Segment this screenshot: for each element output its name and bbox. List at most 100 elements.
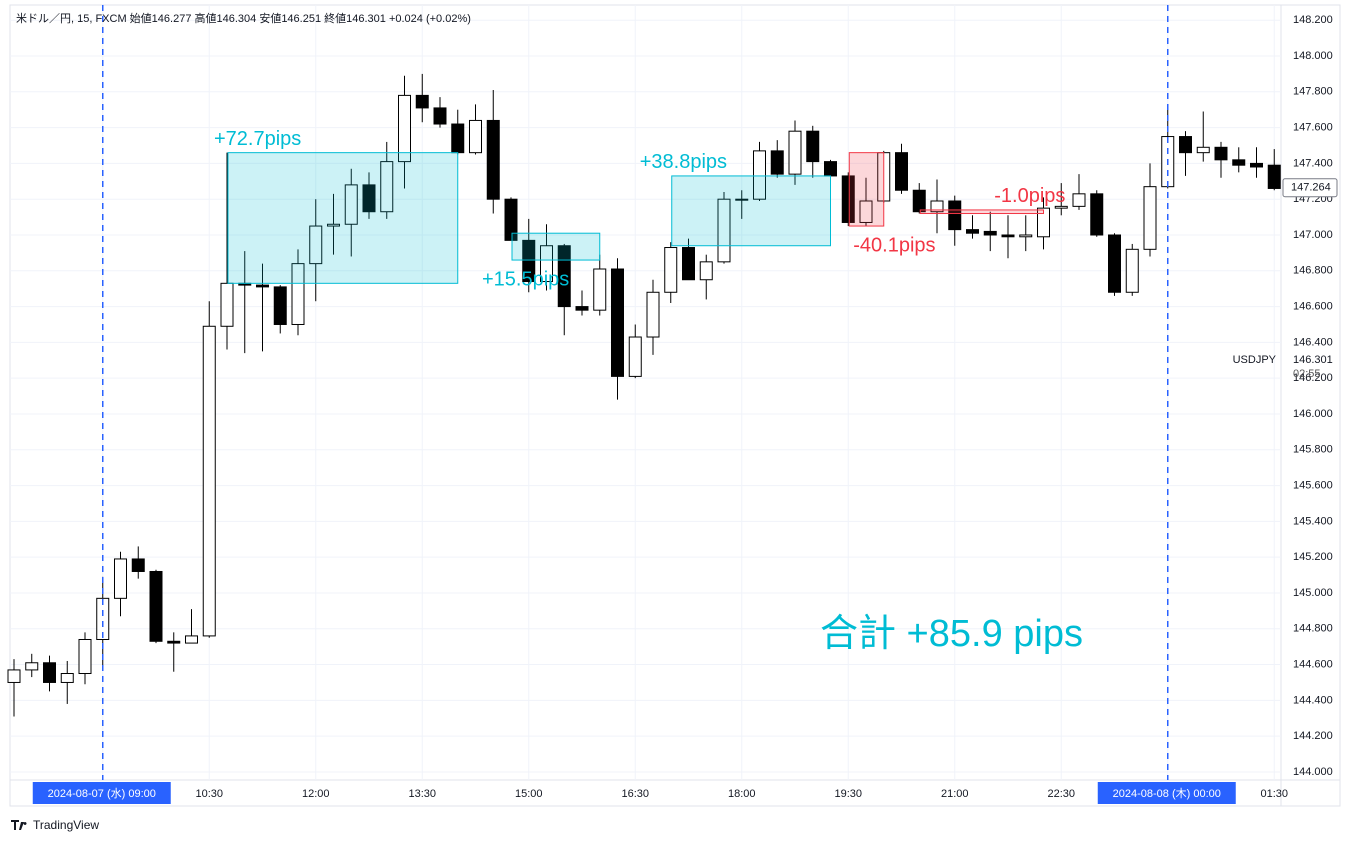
candle-body xyxy=(43,662,56,683)
candle-body xyxy=(1232,159,1246,166)
candle-body xyxy=(433,107,447,125)
y-tick-label: 145.600 xyxy=(1293,479,1333,491)
y-tick-label: 147.400 xyxy=(1293,157,1333,169)
candle-body xyxy=(664,247,678,293)
candle-body xyxy=(895,152,908,191)
x-tick-label: 12:00 xyxy=(302,788,330,800)
candle-body xyxy=(504,198,518,241)
x-tick-label: 01:30 xyxy=(1260,788,1288,800)
candle-body xyxy=(185,635,198,644)
candle-body xyxy=(770,150,784,175)
candle-body xyxy=(398,94,411,163)
candle-body xyxy=(273,286,287,325)
y-tick-label: 146.400 xyxy=(1293,336,1333,348)
candle-body xyxy=(380,161,394,213)
candle-body xyxy=(948,200,962,231)
candle-body xyxy=(131,558,145,572)
candle-body xyxy=(983,230,997,236)
brand-logo: TradingView xyxy=(11,818,99,832)
symbol-price: 146.301 xyxy=(1293,354,1333,366)
candle-body xyxy=(557,245,571,308)
candle-body xyxy=(735,198,749,201)
candle-body xyxy=(611,268,624,377)
x-tick-label: 16:30 xyxy=(621,788,649,800)
marks xyxy=(7,73,1281,717)
candle-body xyxy=(859,200,873,223)
candle-body xyxy=(575,306,589,311)
y-tick-label: 144.400 xyxy=(1293,694,1333,706)
chart-frame xyxy=(9,4,1341,807)
trade-box xyxy=(919,209,1044,215)
candle-body xyxy=(451,123,465,154)
candle-body xyxy=(593,268,607,311)
candle-body xyxy=(114,558,127,599)
candle-body xyxy=(486,119,500,200)
header: 米ドル／円, 15, FXCM 始値146.277 高値146.304 安値14… xyxy=(16,11,471,25)
x-tick-label: 22:30 xyxy=(1047,788,1075,800)
countdown: 02:55 xyxy=(1293,368,1321,380)
candle-body xyxy=(309,225,323,265)
candle-body xyxy=(202,325,216,637)
grid: 144.000 144.200 144.400 144.600 144.800 145.0… xyxy=(10,5,1333,800)
candle-body xyxy=(646,291,660,338)
y-tick-label: 144.000 xyxy=(1293,766,1333,778)
candle-body xyxy=(824,161,837,177)
candle-body xyxy=(167,640,181,644)
candle-body xyxy=(1108,234,1121,293)
candle-body xyxy=(930,200,944,213)
candle-body xyxy=(522,239,536,283)
candle-body xyxy=(327,223,340,227)
x-tick-label: 19:30 xyxy=(834,788,862,800)
candle-body xyxy=(60,673,74,683)
candle-body xyxy=(699,261,713,281)
candle-body xyxy=(78,638,92,675)
candle-body xyxy=(1214,146,1228,161)
y-tick-label: 146.600 xyxy=(1293,300,1333,312)
overlay: 2024-08-07 (水) 09:00 2024-08-08 (木) 00:00… xyxy=(32,5,1338,804)
trade-label: +72.7pips xyxy=(214,128,301,150)
candle-body xyxy=(1143,186,1157,250)
x-tick-highlight xyxy=(1097,782,1236,804)
y-tick-label: 145.200 xyxy=(1293,551,1333,563)
y-tick-label: 146.200 xyxy=(1293,372,1333,384)
candle-body xyxy=(7,669,21,683)
y-tick-label: 148.200 xyxy=(1293,14,1333,26)
y-tick-label: 145.800 xyxy=(1293,444,1333,456)
y-tick-label: 145.000 xyxy=(1293,587,1333,599)
x-tick-label: 18:00 xyxy=(728,788,756,800)
candle-body xyxy=(1072,193,1086,207)
candle-body xyxy=(362,184,376,213)
candle-body xyxy=(628,336,642,377)
candle-body xyxy=(966,229,979,234)
y-tick-label: 147.000 xyxy=(1293,229,1333,241)
y-tick-label: 147.600 xyxy=(1293,122,1333,134)
x-tick-label: 21:00 xyxy=(941,788,969,800)
candle-body xyxy=(788,130,802,175)
candle-body xyxy=(1179,136,1192,154)
trade-box xyxy=(227,152,459,284)
total-label: 合計 +85.9 pips xyxy=(820,613,1083,655)
candle-body xyxy=(291,263,305,325)
candle-body xyxy=(1196,146,1210,154)
y-tick-label: 146.000 xyxy=(1293,408,1333,420)
y-tick-label: 145.400 xyxy=(1293,515,1333,527)
candle-body xyxy=(806,130,820,163)
candle-body xyxy=(469,119,482,154)
candle-body xyxy=(1001,234,1015,238)
candle-body xyxy=(344,184,358,225)
trade-box xyxy=(511,232,601,261)
y-tick-label: 144.200 xyxy=(1293,730,1333,742)
candle-body xyxy=(25,662,39,671)
candle-body xyxy=(1090,193,1104,236)
last-price-label: 147.264 xyxy=(1291,182,1331,194)
trade-label: -1.0pips xyxy=(994,185,1065,207)
y-tick-label: 146.800 xyxy=(1293,265,1333,277)
candle-body xyxy=(1250,162,1263,168)
candle-body xyxy=(753,150,766,200)
candle-body xyxy=(256,284,269,288)
y-tick-label: 144.800 xyxy=(1293,623,1333,635)
trade-box xyxy=(848,152,885,227)
y-tick-label: 148.000 xyxy=(1293,50,1333,62)
x-tick-label: 2024-08-08 (木) 00:00 xyxy=(1113,787,1221,800)
